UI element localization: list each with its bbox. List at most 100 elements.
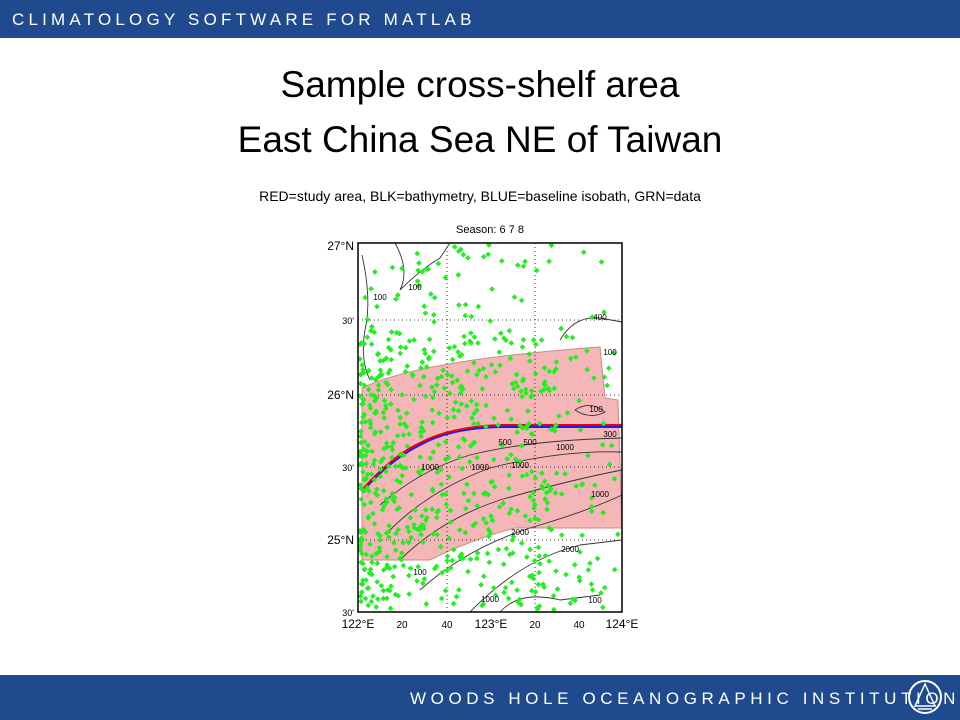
data-point xyxy=(362,418,369,425)
header-bar xyxy=(0,0,960,38)
data-point xyxy=(461,333,467,340)
data-point xyxy=(572,597,578,604)
data-point xyxy=(397,350,404,357)
data-point xyxy=(402,344,409,351)
data-point xyxy=(580,249,587,255)
data-point xyxy=(514,429,521,435)
data-point xyxy=(588,503,595,510)
data-point xyxy=(496,349,503,355)
data-point xyxy=(505,485,512,492)
data-point xyxy=(369,448,375,455)
data-point xyxy=(468,398,475,404)
data-point xyxy=(389,490,396,497)
data-point xyxy=(444,415,451,421)
data-point xyxy=(496,503,503,510)
data-point xyxy=(588,581,595,587)
data-point xyxy=(458,401,465,407)
x-axis-label: 40 xyxy=(441,620,453,631)
data-point xyxy=(546,558,553,565)
data-point xyxy=(444,553,451,560)
data-point xyxy=(479,602,485,609)
data-point xyxy=(573,354,579,360)
data-point xyxy=(380,409,387,416)
data-point xyxy=(406,338,413,344)
data-point xyxy=(474,550,481,556)
y-axis-label: 27°N xyxy=(327,239,354,253)
data-point xyxy=(491,415,497,421)
bathymetry xyxy=(361,242,623,613)
data-point xyxy=(439,491,446,498)
data-point xyxy=(504,407,511,414)
data-point xyxy=(569,334,576,341)
data-point xyxy=(420,427,427,434)
data-point xyxy=(398,550,405,556)
data-point xyxy=(480,573,487,580)
data-point xyxy=(528,587,535,594)
contour-label: 1000 xyxy=(556,443,574,452)
data-point xyxy=(358,419,365,426)
data-point xyxy=(533,267,540,274)
data-point xyxy=(520,263,527,270)
data-point xyxy=(551,385,558,392)
data-point xyxy=(464,368,471,374)
data-point xyxy=(395,526,402,533)
data-point xyxy=(392,547,399,554)
data-point xyxy=(480,365,487,372)
data-point xyxy=(458,383,465,389)
data-point xyxy=(588,495,595,501)
data-point xyxy=(384,595,390,602)
data-point xyxy=(405,539,412,546)
data-point xyxy=(365,367,372,374)
data-point xyxy=(471,360,477,366)
data-point xyxy=(434,375,441,382)
data-point xyxy=(373,550,380,557)
data-point xyxy=(457,553,463,560)
data-point xyxy=(442,439,449,445)
data-point xyxy=(563,333,570,340)
data-point xyxy=(522,258,528,265)
data-point xyxy=(468,313,475,320)
data-point xyxy=(558,325,564,332)
data-point xyxy=(406,572,412,579)
data-point xyxy=(358,559,364,566)
data-point xyxy=(368,392,374,398)
data-point xyxy=(518,443,525,449)
data-point xyxy=(492,369,499,375)
data-point xyxy=(598,590,604,596)
data-point xyxy=(589,587,596,593)
data-point xyxy=(489,517,496,524)
data-point xyxy=(474,503,480,509)
data-point xyxy=(465,568,471,575)
data-point xyxy=(528,431,535,437)
data-point xyxy=(506,551,513,558)
contour-label: 100 xyxy=(588,596,602,605)
data-point xyxy=(546,368,553,375)
data-point xyxy=(375,382,382,389)
data-point xyxy=(357,593,364,599)
data-point xyxy=(387,367,393,374)
data-point xyxy=(368,375,375,381)
season-label: Season: 6 7 8 xyxy=(456,224,524,236)
data-point xyxy=(383,355,390,362)
data-point xyxy=(421,346,428,353)
data-point xyxy=(430,311,437,318)
data-point xyxy=(364,471,371,478)
data-point xyxy=(445,454,452,461)
data-point xyxy=(387,605,394,612)
data-point xyxy=(503,545,510,552)
data-point xyxy=(611,475,618,482)
data-point xyxy=(564,410,571,416)
data-point xyxy=(546,258,552,265)
data-point xyxy=(388,356,395,363)
data-point xyxy=(383,468,389,475)
data-point xyxy=(576,574,583,581)
data-point xyxy=(529,393,536,399)
data-point xyxy=(563,571,569,578)
data-point xyxy=(427,455,434,462)
data-point xyxy=(509,537,516,543)
data-point xyxy=(462,312,469,319)
data-point xyxy=(428,291,434,297)
data-point xyxy=(361,501,367,508)
data-point xyxy=(376,548,383,555)
